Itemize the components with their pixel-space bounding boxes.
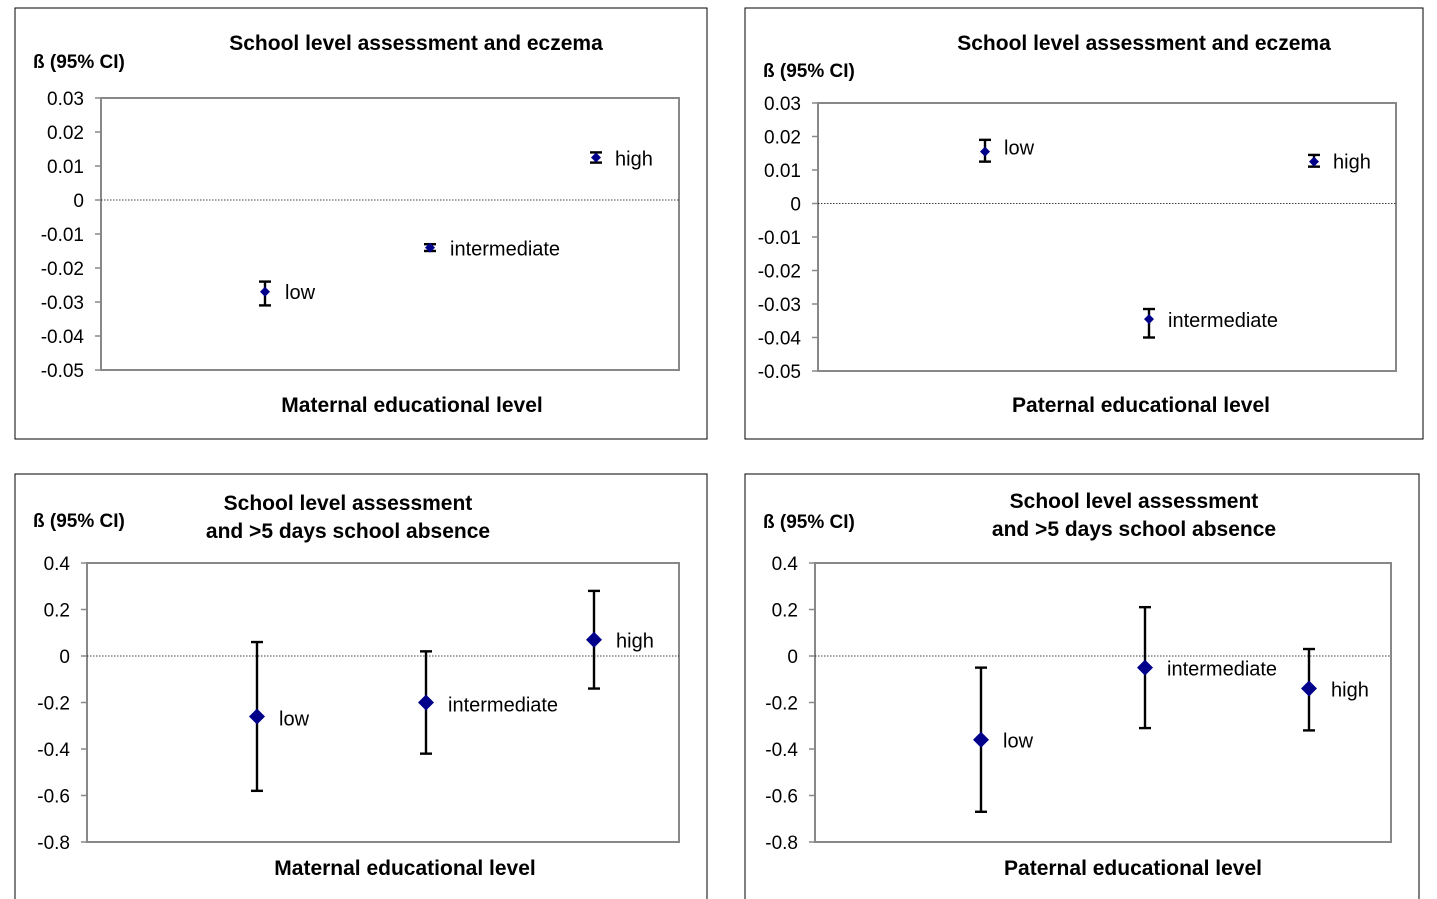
y-tick-label: 0 [59,647,70,668]
y-tick-label: 0.02 [764,128,801,149]
panel-frame [744,473,1420,899]
point-label-low: low [1004,138,1035,160]
chart-title: School level assessment and eczema [957,32,1331,55]
y-tick-label: -0.6 [37,787,70,808]
data-point-high [586,631,602,648]
y-tick-label: -0.02 [758,262,801,283]
y-tick-label: -0.01 [41,225,84,246]
chart-title: School level assessment and eczema [229,32,603,55]
y-tick-label: -0.05 [41,361,84,382]
y-tick-label: 0.03 [764,94,801,115]
y-tick-label: -0.01 [758,228,801,249]
point-label-high: high [1331,680,1369,702]
point-label-high: high [615,149,653,171]
y-tick-label: 0 [787,647,798,668]
y-tick-label: 0.03 [47,89,84,110]
data-point-low [973,731,989,748]
x-axis-label: Maternal educational level [274,857,535,880]
x-axis-label: Maternal educational level [281,394,542,417]
data-point-high [1301,680,1317,697]
y-tick-label: 0 [73,191,84,212]
point-label-intermediate: intermediate [1168,310,1278,332]
y-tick-label: -0.03 [758,295,801,316]
y-tick-label: -0.6 [765,787,798,808]
data-point-high [591,152,601,163]
plot-area [100,97,680,371]
chart-title: and >5 days school absence [992,518,1276,541]
y-tick-label: -0.04 [41,327,85,348]
chart-title: School level assessment [1010,490,1259,513]
data-point-low [980,146,990,157]
data-point-intermediate [1137,659,1153,676]
y-tick-label: 0.01 [47,157,84,178]
data-point-low [260,286,270,297]
plot-area [814,562,1392,843]
data-point-low [249,708,265,725]
y-tick-label: -0.8 [765,833,798,854]
point-label-high: high [616,631,654,653]
data-point-intermediate [425,242,435,253]
y-tick-label: 0.4 [772,554,799,575]
y-tick-label: 0.2 [772,601,798,622]
chart-panel-4: School level assessment and >5 days schoo… [744,473,1420,899]
y-tick-label: -0.2 [765,694,798,715]
y-tick-label: -0.02 [41,259,84,280]
point-label-intermediate: intermediate [450,239,560,261]
data-point-intermediate [418,694,434,711]
plot-area [817,102,1397,372]
chart-panel-3: School level assessment and >5 days schoo… [14,473,708,899]
y-axis-label: ß (95% CI) [33,52,125,73]
y-axis-label: ß (95% CI) [763,512,855,533]
chart-panel-2: School level assessment and eczema ß (95%… [744,7,1424,440]
chart-title: School level assessment [224,492,473,515]
y-tick-label: 0.2 [44,601,70,622]
y-tick-label: -0.05 [758,362,801,383]
y-tick-label: -0.8 [37,833,70,854]
y-axis-label: ß (95% CI) [33,511,125,532]
y-tick-label: 0.02 [47,123,84,144]
point-label-low: low [279,708,310,730]
y-tick-label: -0.03 [41,293,84,314]
y-tick-label: 0.4 [44,554,71,575]
y-tick-label: -0.4 [37,740,70,761]
chart-panel-1: School level assessment and eczema ß (95%… [14,7,708,440]
point-label-high: high [1333,152,1371,174]
y-axis-label: ß (95% CI) [763,61,855,82]
chart-title: and >5 days school absence [206,520,490,543]
panel-frame [14,7,708,440]
y-tick-label: 0 [790,195,801,216]
x-axis-label: Paternal educational level [1012,394,1270,417]
y-tick-label: -0.2 [37,694,70,715]
point-label-low: low [1003,731,1034,753]
panel-frame [744,7,1424,440]
point-label-intermediate: intermediate [1167,659,1277,681]
y-tick-label: -0.04 [758,329,802,350]
point-label-low: low [285,282,316,304]
plot-area [86,562,680,843]
y-tick-label: -0.4 [765,740,798,761]
y-tick-label: 0.01 [764,161,801,182]
data-point-intermediate [1144,314,1154,325]
panel-frame [14,473,708,899]
point-label-intermediate: intermediate [448,695,558,717]
data-point-high [1309,156,1319,167]
x-axis-label: Paternal educational level [1004,857,1262,880]
